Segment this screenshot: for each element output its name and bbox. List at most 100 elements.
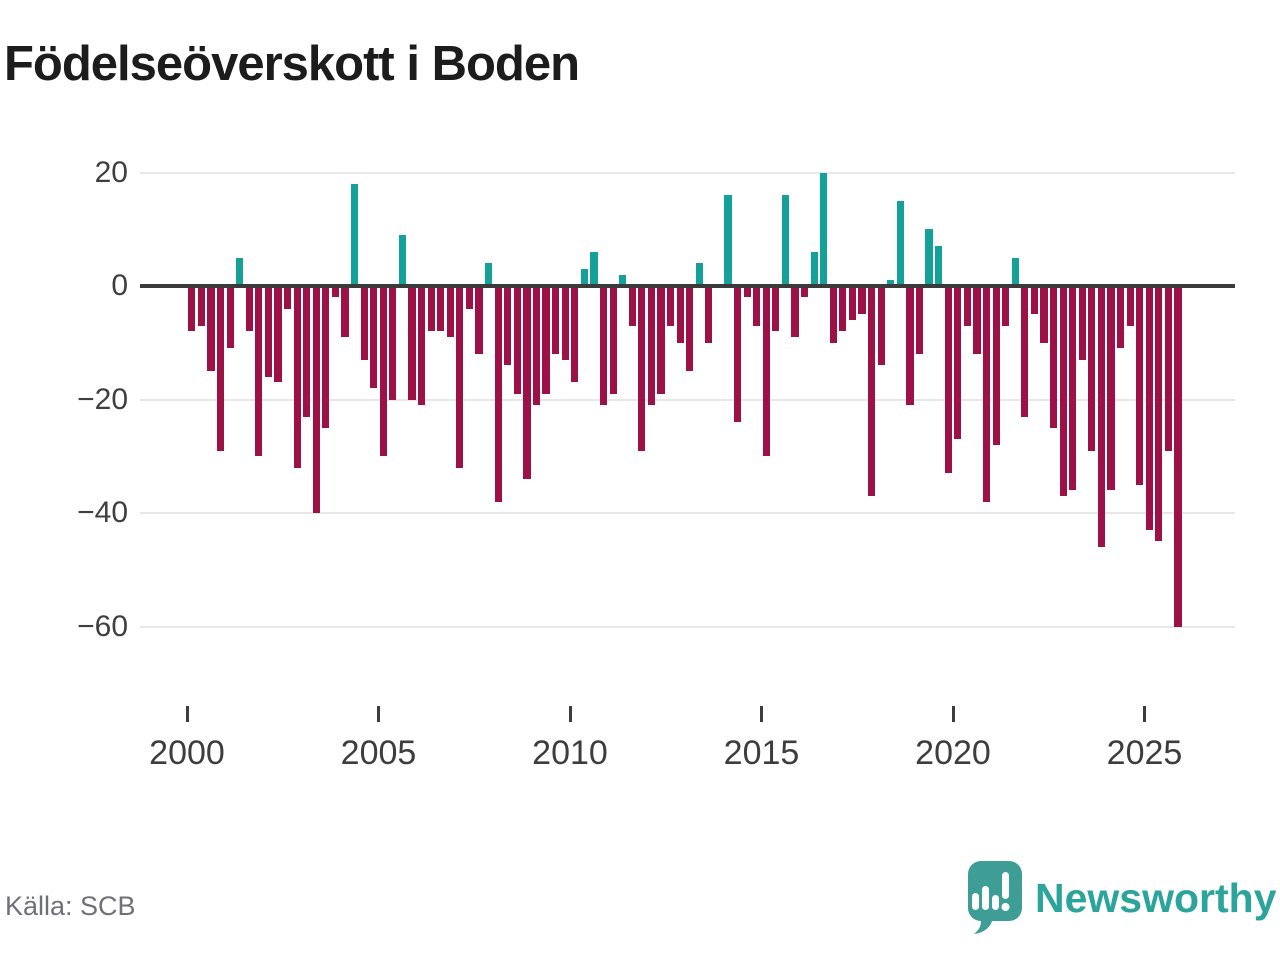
bar xyxy=(571,286,579,383)
bar xyxy=(350,183,359,286)
bar xyxy=(207,286,215,372)
bar xyxy=(791,286,799,338)
bar xyxy=(1145,286,1153,531)
bar xyxy=(264,286,272,377)
bar xyxy=(609,286,617,394)
bar xyxy=(552,286,560,355)
bar xyxy=(360,286,368,360)
chart-title: Födelseöverskott i Boden xyxy=(4,37,580,91)
bar xyxy=(858,286,866,315)
bar xyxy=(1116,286,1125,349)
bar xyxy=(322,286,330,428)
bar xyxy=(619,274,627,286)
bar xyxy=(1097,286,1105,548)
bar xyxy=(1174,286,1182,627)
bar xyxy=(801,286,809,298)
bar xyxy=(561,286,569,360)
x-axis-tick xyxy=(951,706,955,722)
x-axis-label: 2020 xyxy=(915,734,991,772)
bar xyxy=(839,286,847,332)
bar xyxy=(906,286,914,406)
y-axis-label: −20 xyxy=(77,382,128,416)
bar xyxy=(1059,286,1067,496)
bar xyxy=(1030,286,1038,315)
bar xyxy=(743,286,751,298)
bar xyxy=(992,286,1000,445)
bar xyxy=(676,286,684,343)
bar xyxy=(197,286,205,326)
bar xyxy=(274,286,282,383)
bar xyxy=(418,286,426,406)
bar xyxy=(475,286,483,355)
bar xyxy=(331,286,339,298)
y-axis-label: −60 xyxy=(77,609,128,643)
bar xyxy=(1021,286,1029,417)
bar xyxy=(485,263,493,286)
bar xyxy=(370,286,378,389)
bar xyxy=(236,257,244,286)
bar xyxy=(915,286,924,355)
bar xyxy=(925,229,933,286)
bar xyxy=(686,286,694,372)
bar xyxy=(456,286,464,468)
bar xyxy=(216,286,225,451)
bar xyxy=(504,286,512,366)
bar xyxy=(762,286,770,457)
newsworthy-logo-icon xyxy=(968,861,1022,934)
bar xyxy=(657,286,665,394)
bar xyxy=(733,286,742,423)
x-axis-label: 2015 xyxy=(723,734,800,772)
zero-axis-line xyxy=(140,284,1235,288)
bar xyxy=(580,268,588,286)
bar xyxy=(513,286,521,394)
bar xyxy=(973,286,981,355)
x-axis-tick xyxy=(760,706,763,722)
bar xyxy=(1126,286,1134,326)
gridline-y--40 xyxy=(140,512,1235,514)
bar xyxy=(963,286,971,326)
bar xyxy=(465,286,474,309)
bar xyxy=(753,286,761,326)
x-axis-tick xyxy=(185,706,189,722)
bar xyxy=(1088,286,1096,451)
bar xyxy=(226,286,234,349)
bar xyxy=(303,286,311,417)
bar xyxy=(341,286,349,338)
bar xyxy=(1164,286,1173,451)
bar xyxy=(1069,286,1077,491)
y-axis-label: −40 xyxy=(77,496,128,529)
bar xyxy=(829,286,837,343)
x-axis-label: 2010 xyxy=(532,734,608,772)
bar xyxy=(1049,286,1058,428)
bar xyxy=(590,251,598,286)
bar xyxy=(255,286,263,457)
bar xyxy=(437,286,445,332)
bar xyxy=(695,263,703,286)
bar xyxy=(1011,257,1019,286)
bar xyxy=(935,246,943,286)
bar xyxy=(427,286,435,332)
bar xyxy=(705,286,713,343)
bar xyxy=(312,286,320,513)
gridline-y--20 xyxy=(140,398,1235,401)
bar xyxy=(868,286,876,496)
bar xyxy=(446,286,454,338)
bar xyxy=(523,286,531,479)
bar xyxy=(724,195,732,286)
source-note: Källa: SCB xyxy=(5,891,136,921)
bar xyxy=(887,280,895,286)
bar xyxy=(293,286,301,468)
x-axis-label: 2000 xyxy=(149,734,225,772)
bar xyxy=(1107,286,1115,491)
bar xyxy=(283,286,292,309)
bar xyxy=(1136,286,1144,485)
bar xyxy=(1040,286,1048,343)
bar xyxy=(389,286,397,400)
gridline-y--60 xyxy=(140,625,1235,628)
bar xyxy=(599,286,608,406)
bar xyxy=(954,286,962,440)
x-axis-tick xyxy=(568,706,572,722)
bar xyxy=(820,172,828,286)
gridline-y-20 xyxy=(140,171,1235,174)
